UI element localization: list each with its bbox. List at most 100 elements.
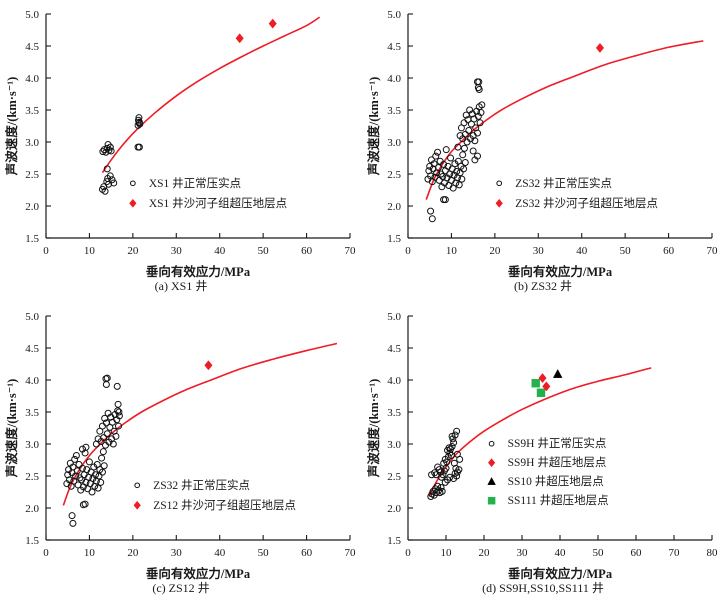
series-red-diamond <box>235 18 277 44</box>
data-point-normal <box>475 86 483 94</box>
series-open-circle <box>98 114 144 195</box>
legend-marker-black-triangle <box>487 477 496 485</box>
data-point-normal <box>471 137 479 145</box>
panel-caption: (b) ZS32 井 <box>514 279 572 293</box>
data-point-normal <box>100 434 108 442</box>
data-point-normal <box>450 439 458 447</box>
data-point-normal <box>488 440 495 447</box>
data-point-normal <box>78 464 86 472</box>
legend-label: SS10 井超压地层点 <box>508 474 604 488</box>
data-point-normal <box>432 152 440 160</box>
data-point-normal <box>496 180 503 187</box>
data-point-normal <box>456 169 464 177</box>
y-tick-label: 3.5 <box>387 407 401 419</box>
legend-label: ZS32 井正常压实点 <box>515 176 612 190</box>
data-point-overpressure-diamond <box>133 500 141 510</box>
y-tick-label: 3.0 <box>387 439 401 451</box>
data-point-normal <box>95 472 103 480</box>
legend: ZS32 井正常压实点 ZS12 井沙河子组超压地层点 <box>133 478 296 512</box>
data-point-normal <box>455 181 463 189</box>
data-point-normal <box>441 196 449 204</box>
data-point-normal <box>476 119 484 127</box>
x-tick-label: 60 <box>301 245 313 257</box>
data-point-normal <box>106 143 114 151</box>
panel-caption: (d) SS9H,SS10,SS111 井 <box>482 581 604 595</box>
data-point-normal <box>103 430 111 438</box>
panel-caption: (c) ZS12 井 <box>152 581 209 595</box>
x-tick-label: 30 <box>517 547 529 559</box>
y-tick-label: 2.5 <box>25 169 39 181</box>
data-point-normal <box>78 445 86 453</box>
trend-line <box>425 40 704 200</box>
axes: 1.5 2.0 2.5 3.0 3.5 4.0 4.5 5.0 0 10 20 30 40 50 60 70 <box>25 9 356 257</box>
data-point-normal <box>443 458 451 466</box>
data-point-normal <box>136 120 144 128</box>
y-tick-label: 2.0 <box>25 201 39 213</box>
legend-label: ZS12 井沙河子组超压地层点 <box>153 498 296 512</box>
data-point-normal <box>134 482 141 489</box>
data-point-normal <box>459 151 467 159</box>
scatter-plot-a: 1.5 2.0 2.5 3.0 3.5 4.0 4.5 5.0 0 10 20 30 40 50 60 70 垂… <box>4 9 356 293</box>
y-tick-label: 5.0 <box>387 311 401 323</box>
data-point-normal <box>428 215 436 223</box>
x-tick-label: 0 <box>405 547 411 559</box>
panel-c-zs12: 1.5 2.0 2.5 3.0 3.5 4.0 4.5 5.0 0 10 20 30 40 50 60 70 垂… <box>0 302 362 604</box>
data-point-normal <box>71 455 79 463</box>
data-point-normal <box>446 473 454 481</box>
axes: 1.5 2.0 2.5 3.0 3.5 4.0 4.5 5.0 0 10 20 30 40 50 60 70 <box>387 9 718 257</box>
data-point-normal <box>115 412 123 420</box>
data-point-normal <box>115 422 123 430</box>
legend-label: ZS32 井沙河子组超压地层点 <box>515 196 658 210</box>
legend-marker-open-circle <box>134 482 141 489</box>
x-tick-label: 10 <box>84 245 96 257</box>
data-point-normal <box>98 454 106 462</box>
trend-line <box>101 16 321 174</box>
data-point-overpressure-diamond <box>542 381 551 392</box>
data-point-overpressure-diamond <box>204 360 213 371</box>
trend-line <box>428 367 652 497</box>
x-tick-label: 50 <box>593 547 605 559</box>
x-tick-label: 40 <box>214 245 226 257</box>
data-point-overpressure-diamond <box>538 373 547 384</box>
y-tick-label: 3.0 <box>387 137 401 149</box>
data-point-normal <box>100 462 108 470</box>
data-point-normal <box>82 443 90 451</box>
y-tick-label: 5.0 <box>387 9 401 21</box>
data-point-normal <box>110 179 118 187</box>
series-open-circle <box>424 78 486 223</box>
scatter-plot-b: 1.5 2.0 2.5 3.0 3.5 4.0 4.5 5.0 0 10 20 30 40 50 60 70 垂… <box>366 9 718 293</box>
data-point-normal <box>102 380 110 388</box>
data-point-normal <box>455 466 463 474</box>
y-tick-label: 3.5 <box>387 105 401 117</box>
data-point-normal <box>477 109 485 117</box>
data-point-normal <box>461 158 469 166</box>
data-point-normal <box>450 459 458 467</box>
data-point-normal <box>427 207 435 215</box>
data-point-normal <box>88 488 96 496</box>
x-tick-label: 0 <box>405 245 411 257</box>
x-tick-label: 70 <box>707 245 719 257</box>
data-point-overpressure-diamond <box>268 18 277 29</box>
data-point-normal <box>428 471 436 479</box>
series-red-diamond <box>538 373 551 392</box>
y-axis-title: 声波速度/(km·s⁻¹) <box>366 379 381 479</box>
data-point-normal <box>451 431 459 439</box>
data-point-normal <box>81 500 89 508</box>
x-axis-title: 垂向有效应力/MPa <box>508 264 613 279</box>
y-axis-title: 声波速度/(km·s⁻¹) <box>4 77 19 177</box>
x-tick-label: 10 <box>441 547 453 559</box>
data-point-normal <box>451 469 459 477</box>
y-axis-title: 声波速度/(km·s⁻¹) <box>366 77 381 177</box>
data-point-normal <box>92 471 100 479</box>
x-tick-label: 20 <box>127 245 139 257</box>
data-point-normal <box>454 143 462 151</box>
y-tick-label: 4.5 <box>25 343 39 355</box>
data-point-normal <box>106 172 114 180</box>
data-point-normal <box>130 180 136 187</box>
y-tick-label: 3.5 <box>25 105 39 117</box>
x-tick-label: 40 <box>214 547 226 559</box>
data-point-normal <box>448 443 456 451</box>
data-point-normal <box>438 487 446 495</box>
data-point-normal <box>469 147 477 155</box>
data-point-normal <box>439 173 447 181</box>
